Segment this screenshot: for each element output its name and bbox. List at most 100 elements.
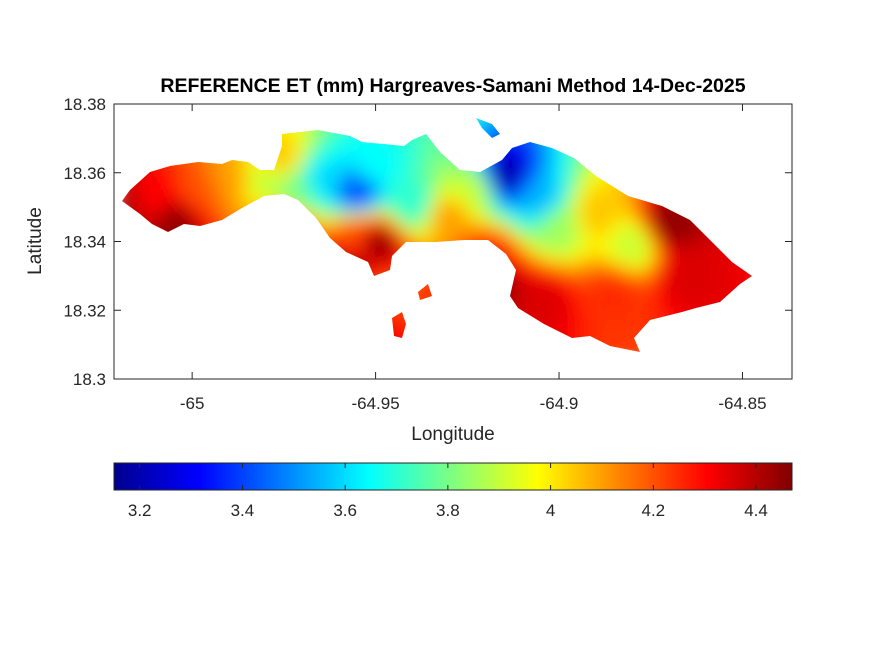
heat-cell (620, 200, 627, 207)
heat-cell (194, 188, 201, 195)
heat-cell (518, 260, 525, 267)
heat-cell (644, 218, 651, 225)
heat-cell (668, 248, 675, 255)
heat-cell (704, 248, 711, 255)
heat-cell (476, 236, 483, 243)
heat-cell (368, 140, 375, 147)
heat-cell (326, 134, 333, 141)
heat-cell (626, 272, 633, 279)
heat-cell (380, 176, 387, 183)
heat-cell (296, 176, 303, 183)
heat-cell (170, 164, 177, 171)
heat-cell (626, 284, 633, 291)
heat-cell (236, 194, 243, 201)
heat-cell (530, 272, 537, 279)
colorbar-tick-label: 4.2 (641, 501, 665, 520)
heat-cell (572, 230, 579, 237)
heat-cell (374, 152, 381, 159)
heat-cell (434, 224, 441, 231)
heat-cell (542, 146, 549, 153)
heat-cell (500, 170, 507, 177)
heat-cell (566, 314, 573, 321)
heat-cell (374, 206, 381, 213)
heat-cell (494, 200, 501, 207)
heat-cell (500, 230, 507, 237)
heat-cell (602, 284, 609, 291)
heat-cell (686, 260, 693, 267)
heat-cell (548, 164, 555, 171)
heat-cell (488, 182, 495, 189)
heat-cell (464, 206, 471, 213)
heat-cell (386, 212, 393, 219)
heat-cell (176, 170, 183, 177)
heat-cell (362, 170, 369, 177)
heat-cell (230, 206, 237, 213)
heat-cell (152, 170, 159, 177)
heat-cell (428, 236, 435, 243)
heat-cell (368, 230, 375, 237)
heat-cell (560, 164, 567, 171)
heat-cell (656, 218, 663, 225)
heat-cell (428, 164, 435, 171)
heat-cell (386, 230, 393, 237)
heat-cell (344, 224, 351, 231)
heat-cell (710, 254, 717, 261)
heat-cell (572, 278, 579, 285)
heat-cell (224, 182, 231, 189)
heat-cell (398, 242, 405, 249)
heat-cell (386, 224, 393, 231)
heat-cell (158, 170, 165, 177)
heat-cell (578, 290, 585, 297)
heat-cell (398, 146, 405, 153)
heat-cell (578, 194, 585, 201)
heat-cell (350, 230, 357, 237)
heat-cell (284, 176, 291, 183)
heat-cell (686, 278, 693, 285)
heat-cell (302, 134, 309, 141)
heat-cell (308, 134, 315, 141)
heat-cell (368, 170, 375, 177)
heat-cell (338, 230, 345, 237)
heat-cell (542, 230, 549, 237)
heat-cell (398, 158, 405, 165)
heat-cell (716, 254, 723, 261)
heat-cell (140, 188, 147, 195)
heat-cell (284, 182, 291, 189)
heat-cell (332, 182, 339, 189)
heat-cell (398, 152, 405, 159)
heat-cell (128, 194, 135, 201)
heat-cell (584, 284, 591, 291)
heat-cell (344, 170, 351, 177)
heat-cell (608, 200, 615, 207)
heat-cell (578, 314, 585, 321)
heat-cell (374, 248, 381, 255)
heat-cell (458, 194, 465, 201)
heat-cell (314, 164, 321, 171)
heat-cell (332, 194, 339, 201)
heat-cell (536, 272, 543, 279)
heat-cell (584, 326, 591, 333)
heat-cell (602, 230, 609, 237)
heat-cell (626, 266, 633, 273)
heat-cell (548, 272, 555, 279)
heat-cell (638, 278, 645, 285)
heat-cell (512, 164, 519, 171)
heat-cell (194, 194, 201, 201)
heat-cell (680, 224, 687, 231)
heat-cell (590, 332, 597, 339)
heat-cell (608, 188, 615, 195)
heat-cell (614, 248, 621, 255)
heat-cell (332, 236, 339, 243)
heat-cell (158, 182, 165, 189)
heat-cell (542, 302, 549, 309)
heat-cell (140, 200, 147, 207)
heat-cell (506, 254, 513, 261)
heat-cell (608, 332, 615, 339)
heat-cell (554, 260, 561, 267)
heat-cell (578, 206, 585, 213)
heat-cell (218, 200, 225, 207)
heat-cell (572, 314, 579, 321)
heat-cell (608, 266, 615, 273)
heat-cell (596, 200, 603, 207)
heat-cell (506, 206, 513, 213)
